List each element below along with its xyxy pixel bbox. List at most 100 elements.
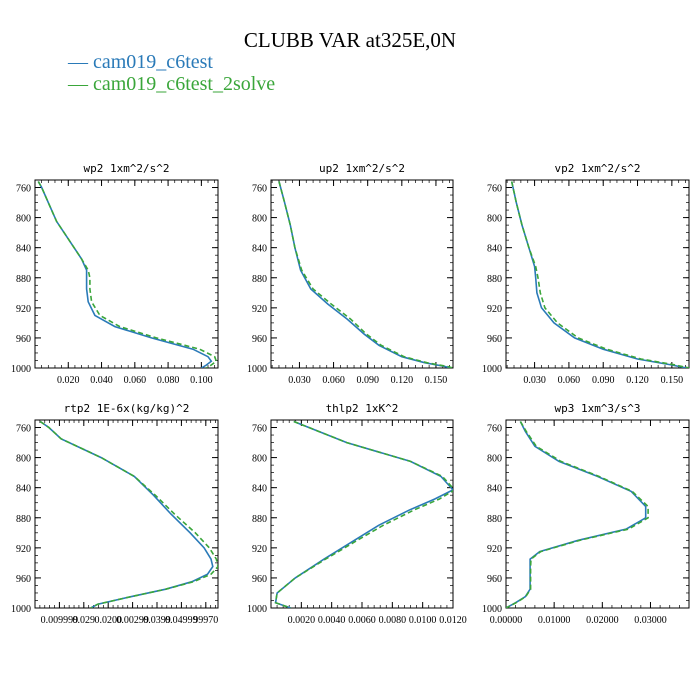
x-tick-label: 99970 [193,615,218,626]
page-title: CLUBB VAR at325E,0N [243,28,457,52]
x-tick-label: 0.060 [322,375,345,386]
y-tick-label: 920 [487,544,502,555]
chart-panel-1: wp2 1xm^2/s^2 760 800 840 880 920 960 1000 0.020… [11,162,219,386]
x-tick-label: 0.0100 [409,615,437,626]
plot-frame [270,419,454,609]
x-tick-label: 0.120 [391,375,414,386]
panel-title: wp2 1xm^2/s^2 [83,162,169,175]
x-tick-label: 0.0399 [143,615,171,626]
legend-entry-2: — cam019_c6test_2solve [68,73,276,95]
x-tick-label: 0.0080 [379,615,407,626]
y-tick-label: 880 [487,274,502,285]
y-tick-label: 880 [487,514,502,525]
y-tick-label: 760 [487,184,502,195]
plot-frame [34,179,219,369]
panel-title: vp2 1xm^2/s^2 [554,162,640,175]
y-tick-label: 760 [252,424,267,435]
x-tick-label: 0.00000 [490,615,523,626]
chart-panel-6: wp3 1xm^3/s^3 760 800 840 880 920 960 10000.000… [482,402,690,626]
series-line-2 [278,181,453,368]
series-line-1 [506,421,647,608]
y-tick-label: 960 [16,574,31,585]
x-tick-label: 0.009999 [41,615,79,626]
x-tick-label: 0.020 [57,375,80,386]
y-tick-label: 1000 [11,604,31,615]
y-tick-label: 920 [487,304,502,315]
panel-title: rtp2 1E-6x(kg/kg)^2 [64,402,190,415]
y-tick-label: 800 [252,214,267,225]
y-tick-label: 760 [16,424,31,435]
x-tick-label: 0.029 [73,615,96,626]
y-tick-label: 760 [487,424,502,435]
y-tick-label: 1000 [482,364,502,375]
chart-panel-2: up2 1xm^2/s^2 760 800 840 880 920 960 1000 0.030… [247,162,454,386]
y-tick-label: 1000 [11,364,31,375]
x-tick-label: 0.040 [90,375,113,386]
series-line-2 [274,420,453,608]
x-tick-label: 0.03000 [634,615,667,626]
x-tick-label: 0.090 [356,375,379,386]
x-tick-label: 0.0060 [348,615,376,626]
plot-frame [270,179,454,369]
y-tick-label: 960 [16,334,31,345]
panel-title: thlp2 1xK^2 [326,402,399,415]
y-tick-label: 1000 [247,364,267,375]
y-tick-label: 800 [487,454,502,465]
x-tick-label: 0.150 [425,375,448,386]
plot-frame [34,419,219,609]
y-tick-label: 840 [252,484,267,495]
series-line-1 [39,420,214,608]
series-line-2 [506,421,649,608]
x-tick-label: 0.02000 [586,615,619,626]
y-tick-label: 760 [252,184,267,195]
y-tick-label: 920 [16,304,31,315]
x-tick-label: 0.0120 [439,615,467,626]
y-tick-label: 960 [252,334,267,345]
chart-panel-3: vp2 1xm^2/s^2 760 800 840 880 920 960 1000 0.030… [482,162,690,386]
y-tick-label: 920 [252,304,267,315]
y-tick-label: 800 [487,214,502,225]
y-tick-label: 840 [16,244,31,255]
x-tick-label: 0.120 [626,375,649,386]
y-tick-label: 800 [252,454,267,465]
y-tick-label: 840 [487,244,502,255]
series-line-2 [39,420,218,608]
y-tick-label: 960 [252,574,267,585]
x-tick-label: 0.150 [661,375,684,386]
plot-frame [505,419,690,609]
y-tick-label: 760 [16,184,31,195]
y-tick-label: 840 [16,484,31,495]
x-tick-label: 0.01000 [538,615,571,626]
series-line-1 [37,181,213,368]
y-tick-label: 1000 [482,604,502,615]
chart-panel-4: rtp2 1E-6x(kg/kg)^2 760 800 840 880 920 960 100… [11,402,219,626]
x-tick-label: 0.0020 [288,615,316,626]
x-tick-label: 0.090 [592,375,615,386]
y-tick-label: 1000 [247,604,267,615]
series-line-2 [510,181,689,368]
y-tick-label: 920 [16,544,31,555]
x-tick-label: 0.00299 [116,615,149,626]
series-line-2 [37,181,218,368]
panel-title: up2 1xm^2/s^2 [319,162,405,175]
x-tick-label: 0.060 [558,375,581,386]
y-tick-label: 920 [252,544,267,555]
x-tick-label: 0.100 [190,375,213,386]
x-tick-label: 0.030 [523,375,546,386]
y-tick-label: 960 [487,334,502,345]
x-tick-label: 0.080 [157,375,180,386]
x-tick-label: 0.04999 [165,615,198,626]
y-tick-label: 800 [16,214,31,225]
y-tick-label: 800 [16,454,31,465]
y-tick-label: 840 [252,244,267,255]
y-tick-label: 960 [487,574,502,585]
x-tick-label: 0.0200 [94,615,122,626]
y-tick-label: 880 [252,514,267,525]
y-tick-label: 840 [487,484,502,495]
y-tick-label: 880 [252,274,267,285]
panel-title: wp3 1xm^3/s^3 [554,402,640,415]
plot-frame [505,179,690,369]
chart-panel-5: thlp2 1xK^2 760 800 840 880 920 960 1000 0.0020 0… [247,402,467,626]
x-tick-label: 0.060 [124,375,147,386]
